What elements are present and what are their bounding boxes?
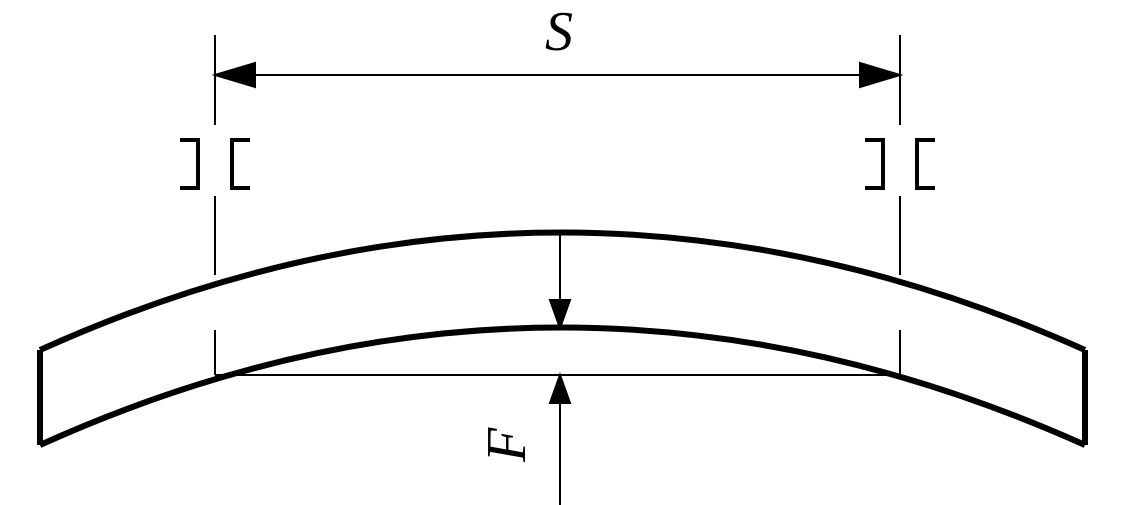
dimension-s <box>215 63 900 87</box>
section-dashes <box>215 35 900 375</box>
beam-diagram: S F <box>0 0 1127 505</box>
dim-f-label: F <box>476 427 538 463</box>
bracket-right-outer <box>917 140 935 188</box>
section-brackets <box>180 140 935 188</box>
dimension-f <box>550 232 570 505</box>
beam-top-arc <box>40 233 1085 351</box>
dim-f-lower-arrow <box>550 375 570 403</box>
dim-s-arrow-left <box>215 63 255 87</box>
dim-f-upper-arrow <box>550 300 570 328</box>
dim-s-arrow-right <box>860 63 900 87</box>
bracket-right-inner <box>865 140 883 188</box>
beam-outline <box>40 233 1085 446</box>
bracket-left-inner <box>232 140 250 188</box>
bracket-left-outer <box>180 140 198 188</box>
dim-s-label: S <box>545 1 573 63</box>
